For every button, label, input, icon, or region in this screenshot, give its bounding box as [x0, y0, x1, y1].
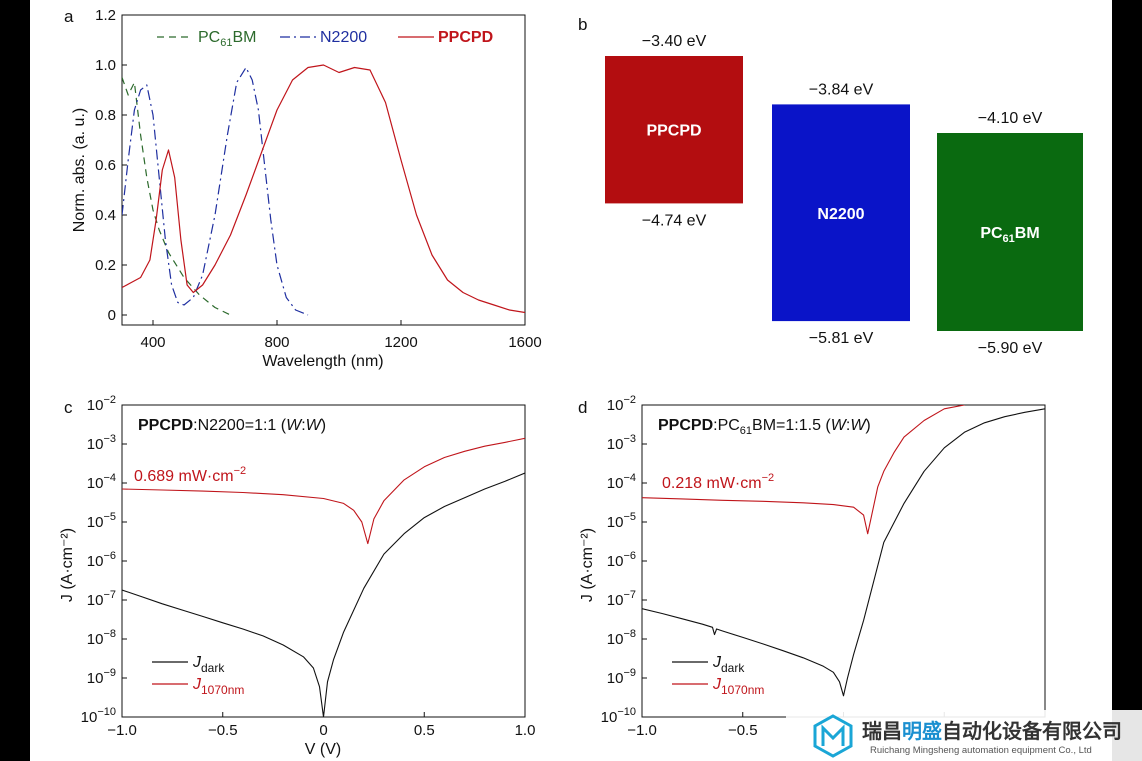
chart-a: 400 800 1200 1600 0 0.2 0.4 0.6 0.8 1.0 1.2 Wavele… — [71, 7, 542, 370]
left-black-border — [0, 0, 30, 761]
chart-a-ytick-label: 1.0 — [95, 57, 116, 74]
energy-level-bottom-label: −4.74 eV — [642, 212, 707, 229]
chart-c-ytick-label: 10−9 — [87, 667, 116, 687]
panel-label-a: a — [64, 7, 74, 26]
energy-level-top-label: −4.10 eV — [978, 110, 1043, 127]
chart-d-ytick-label: 10−9 — [607, 667, 636, 687]
watermark: 瑞昌明盛自动化设备有限公司 Ruichang Mingsheng automat… — [786, 710, 1142, 761]
chart-a-xtick-label: 1600 — [508, 334, 541, 351]
energy-level-bottom-label: −5.81 eV — [809, 330, 874, 347]
chart-c-ytick-label: 10−3 — [87, 433, 116, 453]
chart-d-blend-label: PPCPD:PC61BM=1:1.5 (W:W) — [658, 417, 871, 437]
chart-c-ylabel: J (A·cm⁻²) — [59, 528, 76, 602]
chart-d-legend-light-label: J1070nm — [712, 676, 764, 697]
legend-ppcpd-label: PPCPD — [438, 29, 493, 46]
energy-level-top-label: −3.40 eV — [642, 33, 707, 50]
chart-a-legend: PC61BM N2200 PPCPD — [157, 29, 493, 49]
chart-d-legend: Jdark J1070nm — [672, 654, 764, 697]
chart-d-ytick-label: 10−5 — [607, 511, 636, 531]
watermark-company-en: Ruichang Mingsheng automation equipment … — [870, 745, 1092, 756]
energy-level-name: N2200 — [817, 206, 864, 223]
chart-d-ytick-label: 10−4 — [607, 472, 636, 492]
chart-c-ytick-label: 10−2 — [87, 394, 116, 414]
watermark-bg — [786, 710, 1142, 761]
chart-c-ytick-label: 10−4 — [87, 472, 116, 492]
chart-c-xlabel: V (V) — [305, 741, 341, 758]
chart-b-energy-levels: −3.40 eV −4.74 eV PPCPD −3.84 eV −5.81 eV N22… — [605, 33, 1083, 357]
chart-c-intensity-label: 0.689 mW·cm−2 — [134, 465, 246, 485]
chart-a-xtick-label: 1200 — [384, 334, 417, 351]
chart-d-ytick-label: 10−8 — [607, 628, 636, 648]
chart-d-series-dark — [642, 408, 1045, 697]
energy-level-bar-ppcpd — [605, 56, 743, 204]
chart-c-legend: Jdark J1070nm — [152, 654, 244, 697]
panel-label-c: c — [64, 398, 73, 417]
chart-d: 10−10 10−9 10−8 10−7 10−6 10−5 10−4 10−3 10−2 −1.… — [579, 394, 1046, 739]
energy-level-bottom-label: −5.90 eV — [978, 340, 1043, 357]
chart-c: 10−10 10−9 10−8 10−7 10−6 10−5 10−4 10−3 10−2 −1.… — [59, 394, 535, 758]
chart-c-xtick-label: −0.5 — [208, 722, 238, 739]
chart-a-xtick-label: 800 — [264, 334, 289, 351]
right-black-border — [1112, 0, 1142, 761]
chart-c-legend-dark-label: Jdark — [192, 654, 225, 675]
energy-level-bar-pcbm — [937, 133, 1083, 331]
chart-d-ytick-label: 10−7 — [607, 589, 636, 609]
chart-c-series-dark — [122, 472, 525, 717]
chart-a-series-ppcpd — [122, 64, 525, 314]
chart-d-series-1070nm — [642, 405, 965, 535]
energy-level-bar-n2200 — [772, 104, 910, 322]
chart-d-legend-dark-label: Jdark — [712, 654, 745, 675]
chart-c-ytick-label: 10−5 — [87, 511, 116, 531]
chart-a-ytick-label: 0.2 — [95, 257, 116, 274]
energy-level-name: PC61BM — [980, 225, 1039, 245]
chart-c-xtick-label: 0 — [319, 722, 327, 739]
chart-a-frame — [121, 14, 526, 326]
chart-c-legend-light-label: J1070nm — [192, 676, 244, 697]
chart-a-series-n2200 — [122, 66, 309, 316]
chart-d-ytick-label: 10−3 — [607, 433, 636, 453]
panel-label-d: d — [578, 398, 587, 417]
chart-d-ytick-label: 10−2 — [607, 394, 636, 414]
chart-c-blend-label: PPCPD:N2200=1:1 (W:W) — [138, 417, 326, 434]
chart-d-ytick-label: 10−6 — [607, 550, 636, 570]
chart-c-xtick-label: 0.5 — [414, 722, 435, 739]
chart-d-xtick-label: −0.5 — [728, 722, 758, 739]
chart-a-ytick-label: 0.4 — [95, 207, 116, 224]
hexagon-m-logo-icon — [813, 714, 853, 758]
chart-d-xtick-label: −1.0 — [627, 722, 657, 739]
watermark-company-cn: 瑞昌明盛自动化设备有限公司 — [862, 719, 1122, 743]
panel-label-b: b — [578, 15, 587, 34]
chart-a-xtick-label: 400 — [140, 334, 165, 351]
chart-c-ytick-label: 10−8 — [87, 628, 116, 648]
chart-a-ytick-label: 0.8 — [95, 107, 116, 124]
chart-d-ytick-label: 10−10 — [601, 706, 636, 726]
chart-d-frame — [641, 404, 1046, 718]
chart-c-ytick-label: 10−10 — [81, 706, 116, 726]
chart-a-ytick-label: 0 — [108, 307, 116, 324]
chart-c-xtick-label: 1.0 — [515, 722, 536, 739]
energy-level-name: PPCPD — [646, 123, 701, 140]
chart-a-ytick-label: 1.2 — [95, 7, 116, 24]
chart-c-ytick-label: 10−7 — [87, 589, 116, 609]
chart-c-ytick-label: 10−6 — [87, 550, 116, 570]
chart-d-intensity-label: 0.218 mW·cm−2 — [662, 472, 774, 492]
chart-a-xlabel: Wavelength (nm) — [262, 353, 383, 370]
energy-level-top-label: −3.84 eV — [809, 81, 874, 98]
legend-pcbm-label: PC61BM — [198, 29, 256, 49]
chart-d-ylabel: J (A·cm⁻²) — [579, 528, 596, 602]
chart-c-xtick-label: −1.0 — [107, 722, 137, 739]
chart-a-ylabel: Norm. abs. (a. u.) — [71, 108, 88, 232]
legend-n2200-label: N2200 — [320, 29, 367, 46]
chart-a-ytick-label: 0.6 — [95, 157, 116, 174]
chart-c-series-1070nm — [122, 437, 525, 545]
